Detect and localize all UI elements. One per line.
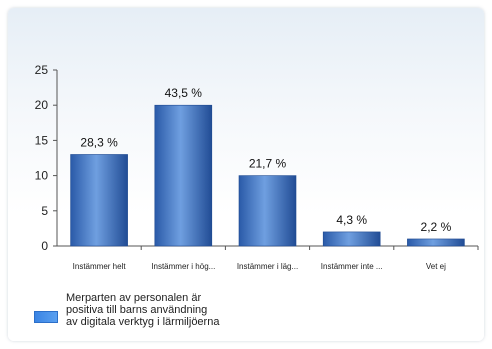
data-label: 43,5 %	[165, 86, 203, 100]
data-label: 21,7 %	[249, 157, 287, 171]
bar	[407, 238, 465, 247]
y-axis: 0 5 10 15 20 25	[35, 63, 58, 253]
legend-swatch	[34, 311, 58, 323]
bars-group: 28,3 % 43,5 % 21,7 % 4,3 % 2,2 %	[70, 86, 465, 247]
data-label: 4,3 %	[336, 213, 367, 227]
y-tick-label: 20	[35, 98, 49, 112]
bar	[154, 104, 213, 247]
legend-label: Merparten av personalen är positiva till…	[66, 292, 220, 328]
bar	[238, 175, 297, 247]
data-label: 2,2 %	[421, 220, 452, 234]
x-tick-label: Instämmer i läg...	[237, 262, 298, 271]
y-tick-label: 25	[35, 63, 49, 77]
x-tick-label: Instämmer helt	[73, 262, 127, 271]
legend: Merparten av personalen är positiva till…	[34, 292, 334, 328]
data-label: 28,3 %	[80, 135, 118, 149]
x-tick-label: Vet ej	[426, 262, 446, 271]
y-tick-label: 5	[41, 204, 48, 218]
bar	[70, 154, 128, 247]
y-tick-label: 10	[35, 169, 49, 183]
y-tick-label: 15	[35, 133, 49, 147]
x-axis: Instämmer helt Instämmer i hög... Instämme…	[57, 245, 479, 271]
x-tick-label: Instämmer inte ...	[321, 262, 383, 271]
x-tick-label: Instämmer i hög...	[151, 262, 215, 271]
y-tick-label: 0	[41, 239, 48, 253]
bar	[322, 231, 381, 247]
